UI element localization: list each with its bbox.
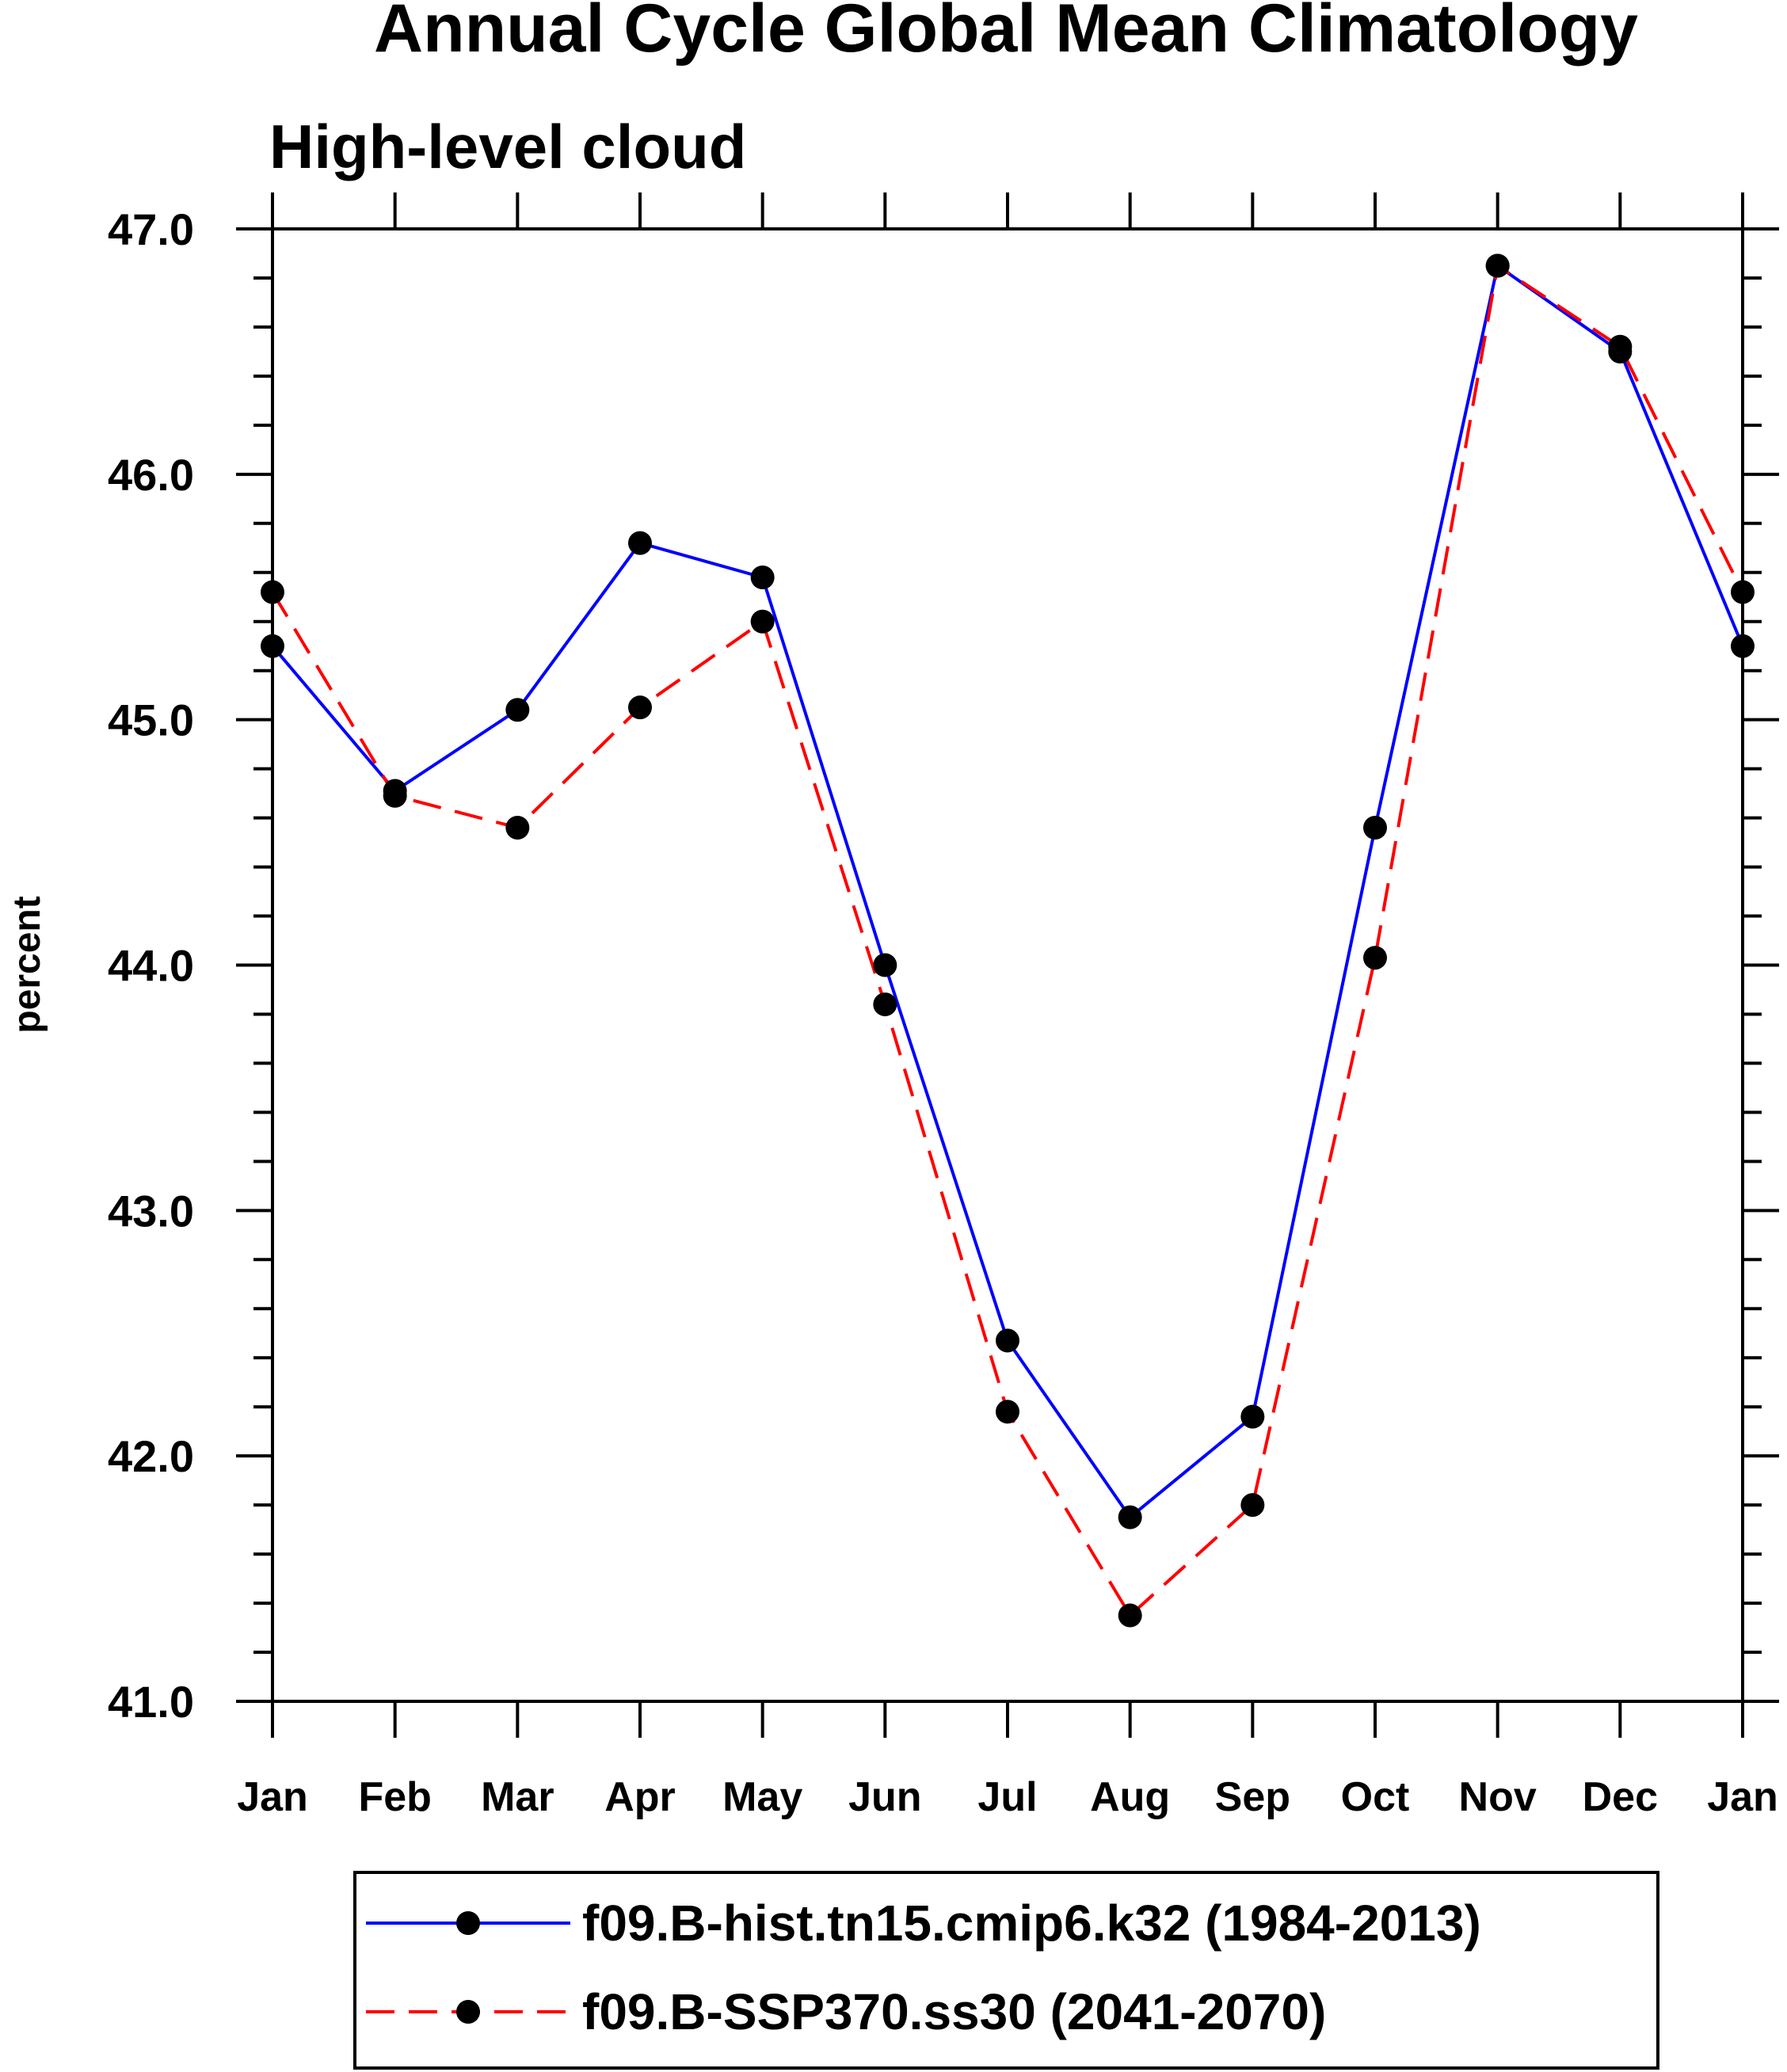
series-1-point — [1731, 634, 1755, 658]
series-2-point — [628, 695, 652, 720]
y-tick-label: 42.0 — [108, 1431, 194, 1481]
legend-label-2: f09.B-SSP370.ss30 (2041-2070) — [582, 1983, 1326, 2040]
x-tick-label: Oct — [1341, 1774, 1410, 1820]
series-2-point — [1118, 1603, 1142, 1628]
y-tick-label: 46.0 — [108, 450, 194, 500]
y-tick-label: 44.0 — [108, 941, 194, 991]
x-tick-label: Nov — [1459, 1774, 1537, 1820]
series-2-point — [383, 783, 407, 808]
x-tick-label: Jun — [848, 1774, 921, 1820]
legend-marker-2 — [456, 2000, 480, 2024]
x-tick-label: Dec — [1583, 1774, 1658, 1820]
legend: f09.B-hist.tn15.cmip6.k32 (1984-2013) f09… — [353, 1871, 1659, 2070]
x-tick-label: Mar — [481, 1774, 554, 1820]
x-tick-label: Jan — [1707, 1774, 1778, 1820]
y-tick-label: 47.0 — [108, 204, 194, 254]
series-1-point — [750, 565, 775, 589]
series-2-point — [873, 992, 897, 1017]
plot-frame — [271, 227, 1744, 1703]
y-tick-labels: 41.0 42.0 43.0 44.0 45.0 46.0 47.0 — [108, 204, 194, 1727]
series-2-point — [1731, 580, 1755, 604]
series-1-point — [628, 531, 652, 555]
x-tick-label: Apr — [604, 1774, 676, 1820]
series-layer — [261, 253, 1755, 1628]
series-1-point — [1363, 815, 1387, 840]
series-2-point — [996, 1400, 1019, 1424]
chart-subtitle: High-level cloud — [269, 112, 746, 181]
x-tick-label: Aug — [1090, 1774, 1170, 1820]
series-1-point — [1118, 1505, 1142, 1529]
x-tick-label: Jan — [237, 1774, 308, 1820]
series-2-point — [261, 580, 284, 604]
x-tick-label: Jul — [977, 1774, 1037, 1820]
series-2-point — [750, 609, 775, 634]
chart-title: Annual Cycle Global Mean Climatology — [374, 0, 1638, 67]
x-tick-label: Feb — [358, 1774, 431, 1820]
series-2-point — [505, 815, 530, 840]
series-2-point — [1240, 1493, 1265, 1518]
series-1-point — [873, 953, 897, 977]
legend-box — [353, 1871, 1659, 2070]
x-tick-label: May — [722, 1774, 802, 1820]
series-1-point — [1240, 1404, 1265, 1429]
y-tick-label: 43.0 — [108, 1186, 194, 1236]
series-2-point — [1485, 253, 1510, 278]
y-tick-label: 41.0 — [108, 1677, 194, 1727]
series-2-point — [1608, 334, 1633, 359]
series-1-point — [261, 634, 284, 658]
y-tick-label: 45.0 — [108, 695, 194, 745]
x-tick-label: Sep — [1215, 1774, 1290, 1820]
series-1-point — [996, 1328, 1019, 1353]
series-2-point — [1363, 946, 1387, 970]
legend-marker-1 — [456, 1911, 480, 1935]
series-1-point — [505, 698, 530, 722]
axis-ticks — [236, 192, 1779, 1738]
y-axis-label: percent — [6, 896, 48, 1033]
legend-label-1: f09.B-hist.tn15.cmip6.k32 (1984-2013) — [582, 1895, 1481, 1952]
x-tick-labels: Jan Feb Mar Apr May Jun Jul Aug Sep Oct Nov Dec Jan — [237, 1774, 1778, 1820]
